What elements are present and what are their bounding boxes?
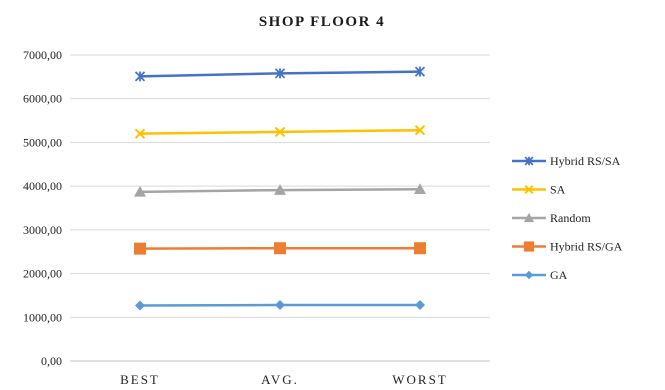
y-tick-label: 7000,00 bbox=[23, 48, 62, 62]
data-point bbox=[524, 184, 534, 195]
y-tick-label: 2000,00 bbox=[23, 267, 62, 281]
data-point bbox=[275, 300, 285, 311]
legend: Hybrid RS/SA SA Random Hybrid RS/GA GA bbox=[512, 154, 623, 282]
y-tick-label: 4000,00 bbox=[23, 179, 62, 193]
legend-label: Random bbox=[550, 211, 591, 225]
data-point bbox=[274, 126, 286, 138]
data-point bbox=[134, 185, 146, 197]
legend-label: SA bbox=[550, 183, 566, 197]
legend-label: GA bbox=[550, 268, 568, 282]
data-point bbox=[414, 242, 426, 255]
data-point bbox=[414, 183, 426, 195]
data-point bbox=[134, 71, 146, 82]
data-point bbox=[414, 124, 426, 136]
x-tick-label: AVG. bbox=[261, 372, 299, 387]
legend-label: Hybrid RS/SA bbox=[550, 154, 621, 168]
data-point bbox=[524, 156, 534, 166]
legend-item: Hybrid RS/GA bbox=[512, 240, 623, 254]
y-tick-label: 6000,00 bbox=[23, 92, 62, 106]
data-point bbox=[274, 68, 286, 79]
plot-area bbox=[134, 66, 426, 311]
data-point bbox=[523, 212, 535, 223]
data-point bbox=[415, 300, 425, 311]
data-point bbox=[134, 242, 146, 255]
data-point bbox=[274, 184, 286, 195]
legend-item: Random bbox=[512, 211, 591, 225]
x-tick-label: BEST bbox=[120, 372, 160, 387]
data-point bbox=[414, 66, 426, 77]
x-tick-label: WORST bbox=[392, 372, 448, 387]
grid bbox=[70, 54, 490, 362]
data-point bbox=[135, 300, 145, 311]
series bbox=[135, 300, 425, 311]
chart-title: SHOP FLOOR 4 bbox=[259, 14, 385, 30]
series bbox=[134, 242, 426, 255]
y-tick-label: 3000,00 bbox=[23, 223, 62, 237]
legend-item: Hybrid RS/SA bbox=[512, 154, 621, 168]
series bbox=[134, 183, 426, 197]
data-point bbox=[134, 128, 146, 139]
y-tick-label: 5000,00 bbox=[23, 135, 62, 149]
data-point bbox=[523, 241, 535, 252]
series bbox=[134, 66, 426, 82]
legend-item: GA bbox=[512, 268, 568, 282]
legend-label: Hybrid RS/GA bbox=[550, 240, 623, 254]
legend-item: SA bbox=[512, 183, 566, 197]
data-point bbox=[274, 242, 286, 255]
y-tick-label: 1000,00 bbox=[23, 310, 62, 324]
series bbox=[134, 124, 426, 139]
axes: 0,00 1000,00 2000,00 3000,00 4000,00 5000,00 6… bbox=[23, 48, 448, 387]
data-point bbox=[524, 270, 534, 280]
y-tick-label: 0,00 bbox=[41, 354, 62, 368]
